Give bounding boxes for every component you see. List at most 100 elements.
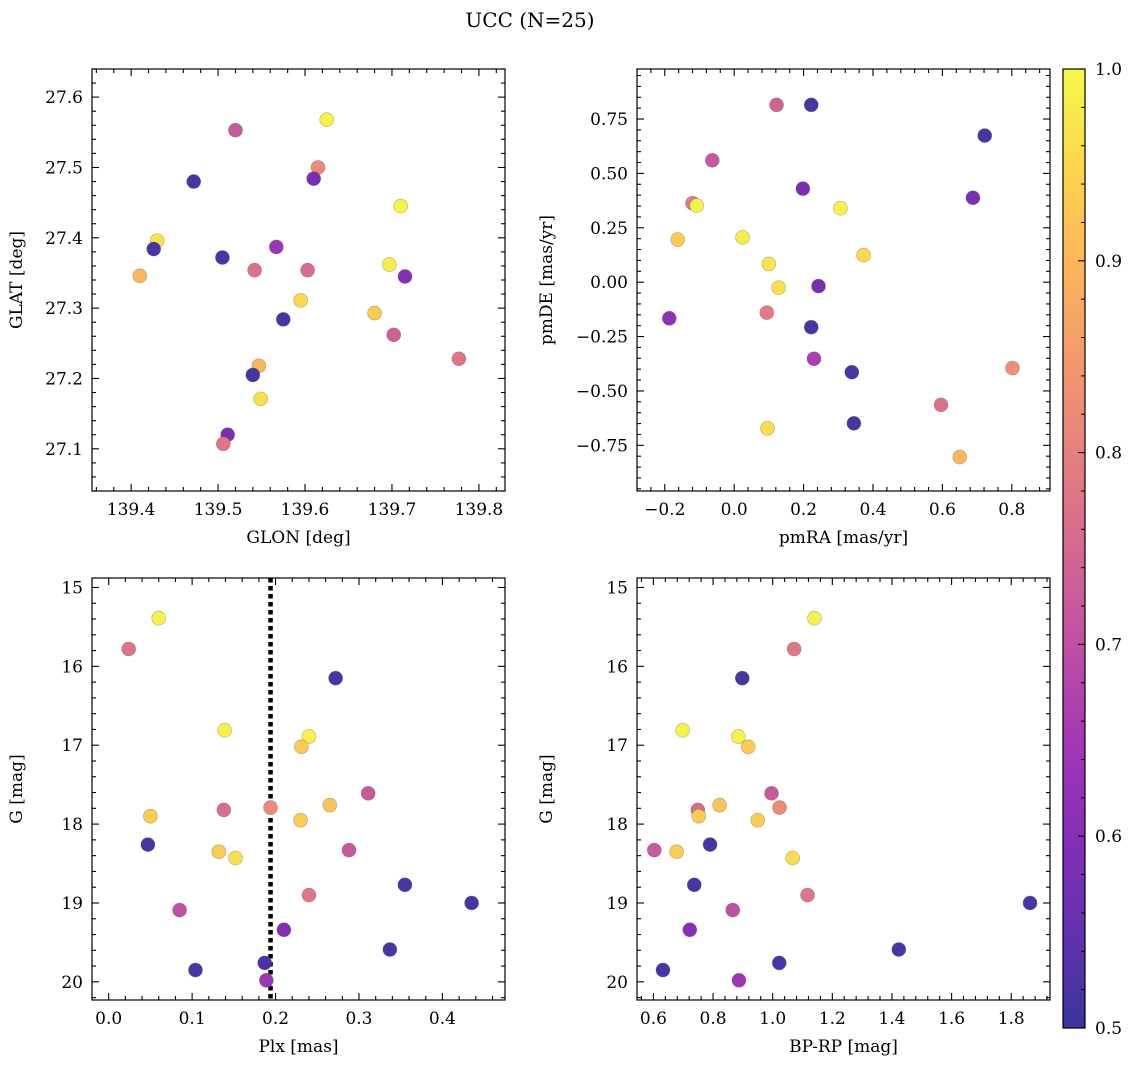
- data-point: [760, 421, 775, 436]
- data-point: [785, 850, 800, 866]
- data-point: [247, 262, 262, 278]
- data-point: [731, 972, 747, 988]
- data-point: [735, 230, 750, 245]
- axes-frame: [91, 68, 506, 492]
- data-point: [253, 391, 268, 407]
- colorbar-tick-label: 0.8: [1095, 444, 1122, 464]
- y-tick-label: 15: [61, 578, 83, 598]
- x-axis-label: GLON [deg]: [246, 528, 350, 548]
- colorbar: 0.5 0.6 0.7 0.8 0.9 1.0: [1062, 60, 1122, 1039]
- colorbar-tick-label: 0.5: [1095, 1019, 1122, 1039]
- x-tick-label: 0.4: [859, 500, 886, 520]
- data-point: [143, 808, 158, 824]
- data-point: [257, 955, 273, 971]
- data-point: [669, 844, 684, 860]
- y-axis-label: pmDE [mas/yr]: [537, 215, 557, 345]
- data-point: [675, 722, 690, 738]
- x-tick-label: −0.2: [644, 500, 685, 520]
- data-point: [977, 128, 993, 143]
- data-point: [952, 449, 968, 465]
- x-tick-label: 0.6: [929, 500, 956, 520]
- y-tick-label: 16: [606, 657, 628, 677]
- points: [661, 97, 1020, 465]
- x-tick-label: 1.4: [878, 1009, 905, 1029]
- data-point: [806, 351, 822, 367]
- x-tick-label: 0.6: [640, 1009, 667, 1029]
- data-point: [306, 171, 322, 187]
- data-point: [211, 844, 227, 860]
- data-point: [1005, 360, 1020, 376]
- data-point: [740, 739, 756, 755]
- data-point: [734, 670, 750, 686]
- data-point: [771, 955, 787, 971]
- y-tick-label: −0.50: [576, 382, 628, 402]
- x-tick-label: 0.0: [721, 500, 748, 520]
- data-point: [322, 797, 338, 813]
- data-point: [216, 802, 232, 818]
- data-point: [759, 305, 775, 320]
- data-point: [833, 200, 848, 216]
- data-point: [844, 364, 860, 380]
- data-point: [464, 895, 479, 911]
- x-axis-label: pmRA [mas/yr]: [779, 528, 908, 548]
- data-point: [712, 797, 727, 813]
- y-tick-label: 27.2: [45, 369, 83, 389]
- x-tick-label: 1.2: [819, 1009, 846, 1029]
- data-point: [397, 269, 413, 284]
- data-point: [807, 610, 822, 626]
- colorbar-tick-label: 0.6: [1095, 827, 1122, 847]
- panel-glon-glat: 139.4 139.5 139.6 139.7 139.8 27.1 27.2 27.3 27.…: [7, 68, 506, 548]
- axes-frame: [636, 68, 1051, 492]
- panel-bprp-g: 0.6 0.8 1.0 1.2 1.4 1.6 1.8 15 16 17 18 19 20 BP-RP […: [537, 577, 1051, 1057]
- data-point: [293, 293, 308, 308]
- data-point: [294, 739, 309, 755]
- x-tick-label: 0.0: [95, 1009, 122, 1029]
- data-point: [691, 808, 707, 824]
- data-point: [301, 729, 317, 744]
- colorbar-tick-label: 0.7: [1095, 635, 1122, 655]
- data-point: [319, 112, 335, 127]
- x-tick-label: 0.8: [998, 500, 1025, 520]
- y-tick-label: 27.1: [45, 440, 83, 460]
- data-point: [188, 962, 203, 978]
- data-point: [1022, 895, 1038, 911]
- y-tick-label: 18: [606, 815, 628, 835]
- y-tick-label: 20: [61, 973, 83, 993]
- data-point: [140, 837, 156, 852]
- ticks: [92, 68, 505, 492]
- data-point: [215, 436, 231, 452]
- data-point: [328, 670, 343, 686]
- data-point: [803, 97, 819, 113]
- panel-plx-g: 0.0 0.1 0.2 0.3 0.4 15 16 17 18 19 20 Plx [mas] G [m…: [7, 577, 506, 1057]
- colorbar-tick-label: 1.0: [1095, 60, 1122, 80]
- ticks: [637, 578, 1050, 1000]
- x-tick-label: 0.1: [179, 1009, 206, 1029]
- y-tick-label: −0.25: [576, 328, 628, 348]
- y-tick-label: 27.6: [45, 88, 83, 108]
- data-point: [771, 280, 786, 295]
- data-point: [750, 812, 766, 828]
- y-tick-label: 18: [61, 815, 83, 835]
- x-tick-label: 1.8: [998, 1009, 1025, 1029]
- data-point: [725, 902, 741, 918]
- data-point: [245, 367, 261, 383]
- data-point: [811, 278, 826, 294]
- x-axis-label: Plx [mas]: [258, 1037, 338, 1057]
- colorbar-tick-label: 0.9: [1095, 252, 1122, 272]
- data-point: [382, 942, 398, 957]
- y-tick-label: 27.5: [45, 158, 83, 178]
- data-point: [215, 250, 230, 265]
- axes-frame: [636, 577, 1051, 1001]
- x-tick-label: 139.4: [107, 500, 156, 520]
- y-tick-label: 20: [606, 973, 628, 993]
- data-point: [367, 305, 382, 321]
- y-axis-label: GLAT [deg]: [7, 231, 27, 329]
- x-tick-label: 139.5: [194, 500, 243, 520]
- data-point: [661, 310, 677, 326]
- axes-frame: [91, 577, 506, 1001]
- data-point: [146, 241, 162, 257]
- data-point: [217, 722, 232, 738]
- y-axis-label: G [mag]: [7, 754, 27, 823]
- y-tick-label: 19: [606, 894, 628, 914]
